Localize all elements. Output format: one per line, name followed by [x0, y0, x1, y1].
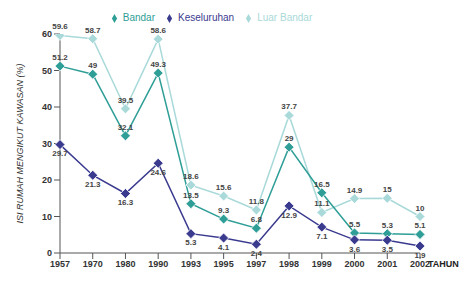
svg-text:58.7: 58.7: [85, 26, 101, 35]
svg-text:1997: 1997: [246, 259, 266, 269]
html-text:Keseluruhan: Keseluruhan: [178, 12, 235, 23]
svg-text:TAHUN: TAHUN: [428, 259, 459, 269]
svg-text:5.1: 5.1: [414, 221, 426, 230]
svg-text:21.3: 21.3: [85, 180, 101, 189]
svg-text:40: 40: [42, 102, 52, 112]
svg-text:16.3: 16.3: [118, 198, 134, 207]
svg-text:37.7: 37.7: [281, 102, 297, 111]
html-text:Bandar: Bandar: [122, 12, 155, 23]
svg-text:7.1: 7.1: [316, 232, 328, 241]
svg-text:2001: 2001: [377, 259, 397, 269]
svg-text:10: 10: [42, 212, 52, 222]
svg-text:51.2: 51.2: [52, 53, 68, 62]
svg-text:16.5: 16.5: [314, 180, 330, 189]
svg-text:20: 20: [42, 175, 52, 185]
svg-text:58.6: 58.6: [150, 26, 166, 35]
svg-text:9.3: 9.3: [218, 206, 230, 215]
svg-text:2000: 2000: [345, 259, 365, 269]
svg-text:11.1: 11.1: [314, 199, 330, 208]
svg-text:1999: 1999: [312, 259, 332, 269]
svg-text:11.8: 11.8: [249, 197, 265, 206]
svg-text:6.8: 6.8: [251, 215, 263, 224]
svg-text:49.3: 49.3: [150, 60, 166, 69]
svg-text:14.9: 14.9: [347, 186, 363, 195]
svg-text:0: 0: [47, 248, 52, 258]
svg-text:2002: 2002: [410, 259, 430, 269]
svg-text:30: 30: [42, 139, 52, 149]
svg-text:10: 10: [416, 204, 425, 213]
svg-text:4.1: 4.1: [218, 243, 230, 252]
svg-text:32.1: 32.1: [118, 123, 134, 132]
svg-text:3.6: 3.6: [349, 245, 361, 254]
svg-text:60: 60: [42, 29, 52, 39]
svg-text:15: 15: [383, 185, 392, 194]
svg-text:12.9: 12.9: [281, 211, 297, 220]
svg-text:24.6: 24.6: [150, 168, 166, 177]
svg-text:1.9: 1.9: [414, 251, 426, 260]
svg-text:1957: 1957: [50, 259, 70, 269]
svg-text:1995: 1995: [214, 259, 234, 269]
svg-text:59.6: 59.6: [52, 22, 68, 31]
html-text:Luar Bandar: Luar Bandar: [257, 12, 313, 23]
svg-text:15.6: 15.6: [216, 183, 232, 192]
svg-text:5.5: 5.5: [349, 220, 361, 229]
svg-text:1980: 1980: [115, 259, 135, 269]
svg-text:29: 29: [285, 134, 294, 143]
svg-text:18.6: 18.6: [183, 172, 199, 181]
svg-text:49: 49: [88, 61, 97, 70]
svg-text:1970: 1970: [83, 259, 103, 269]
svg-text:29.7: 29.7: [52, 149, 68, 158]
svg-text:1993: 1993: [181, 259, 201, 269]
svg-text:13.5: 13.5: [183, 191, 199, 200]
svg-text:50: 50: [42, 66, 52, 76]
svg-text:5.3: 5.3: [185, 238, 197, 247]
svg-text:2.4: 2.4: [251, 249, 263, 258]
svg-text:1990: 1990: [148, 259, 168, 269]
svg-text:3.5: 3.5: [382, 245, 394, 254]
svg-text:1998: 1998: [279, 259, 299, 269]
svg-text:5.3: 5.3: [382, 221, 394, 230]
svg-text:39.5: 39.5: [118, 96, 134, 105]
svg-text:ISI RUMAH MENGIKUT KAWASAN (%): ISI RUMAH MENGIKUT KAWASAN (%): [15, 63, 25, 223]
